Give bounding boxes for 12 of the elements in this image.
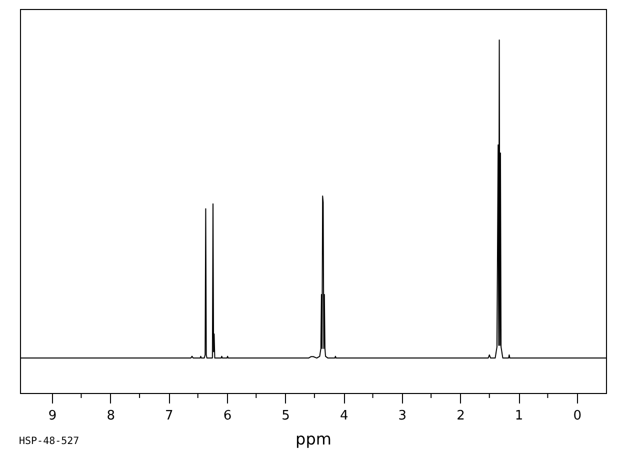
- text: HSP-48-527: [19, 436, 80, 447]
- x-tick-label: 0: [573, 408, 582, 424]
- x-tick-label: 1: [514, 408, 524, 424]
- x-tick-label: 6: [223, 408, 232, 424]
- x-tick-label: 2: [456, 408, 465, 424]
- x-tick-label: 5: [282, 408, 290, 424]
- x-tick-label: 4: [340, 408, 348, 424]
- x-axis-title: ppm: [296, 430, 332, 448]
- x-tick-label: 8: [106, 408, 116, 424]
- x-tick-label: 7: [165, 408, 174, 424]
- x-tick-label: 3: [398, 408, 407, 424]
- x-tick-label: 9: [48, 408, 57, 424]
